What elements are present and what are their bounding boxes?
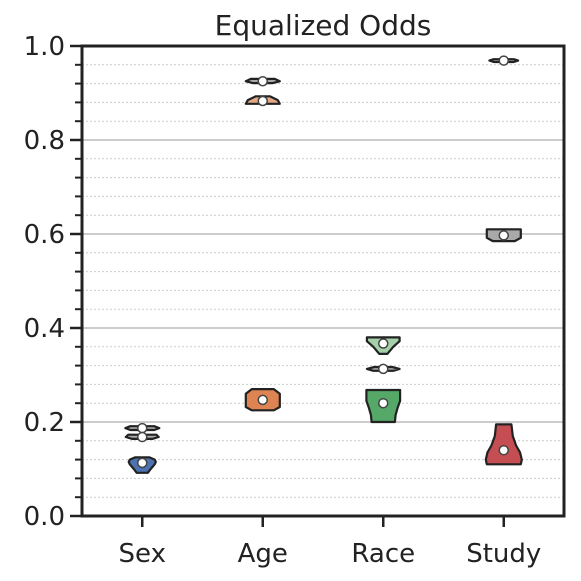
violins (124, 55, 523, 474)
median-marker-age (257, 76, 268, 87)
median-marker-race (378, 338, 389, 349)
median-marker-study (498, 230, 509, 241)
x-axis: Sex Age Race Study (119, 516, 541, 569)
median-marker-sex (137, 422, 148, 434)
plot-frame (80, 44, 566, 518)
grid (82, 45, 564, 517)
y-tick-label: 0.4 (24, 314, 65, 344)
median-marker-sex (137, 457, 148, 469)
median-marker-age (257, 95, 268, 107)
x-tick-label: Race (351, 539, 415, 569)
median-marker-race (378, 363, 389, 375)
x-tick-label: Sex (119, 539, 166, 569)
y-tick-label: 0.8 (24, 126, 65, 156)
chart-title: Equalized Odds (215, 9, 432, 42)
y-tick-label: 0.2 (24, 408, 65, 438)
median-marker-study (498, 55, 509, 66)
y-axis: 0.0 0.2 0.4 0.6 0.8 1.0 (24, 32, 82, 532)
y-tick-label: 0.6 (24, 220, 65, 250)
y-tick-label: 0.0 (24, 502, 65, 532)
median-marker-age (257, 394, 268, 406)
y-tick-label: 1.0 (24, 32, 65, 62)
median-marker-study (498, 444, 509, 456)
violin-study (484, 423, 523, 466)
x-tick-label: Age (238, 539, 288, 569)
x-tick-label: Study (466, 539, 541, 569)
median-marker-sex (137, 431, 148, 443)
median-marker-race (378, 397, 389, 409)
